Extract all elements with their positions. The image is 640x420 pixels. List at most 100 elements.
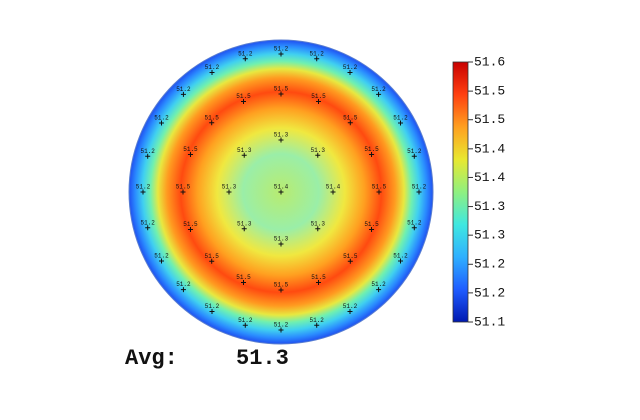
site-label: 51.3 [274, 236, 289, 243]
site-marker [316, 98, 322, 104]
site-label: 51.2 [154, 115, 169, 122]
site-marker [347, 309, 353, 315]
site-label: 51.5 [364, 146, 379, 153]
site-marker [314, 56, 320, 62]
site-marker [241, 226, 247, 232]
site-label: 51.5 [364, 221, 379, 228]
colorbar-tick-label: 51.5 [474, 112, 505, 127]
site-marker [240, 98, 246, 104]
site-marker [187, 227, 193, 233]
site-label: 51.4 [326, 184, 341, 191]
site-label: 51.5 [183, 146, 198, 153]
colorbar-tick-label: 51.2 [474, 257, 505, 272]
site-marker [278, 327, 284, 333]
site-label: 51.3 [237, 220, 252, 227]
site-label: 51.5 [343, 114, 358, 121]
site-label: 51.2 [140, 219, 155, 226]
site-label: 51.5 [205, 253, 220, 260]
site-label: 51.2 [154, 253, 169, 260]
site-marker [278, 241, 284, 247]
site-label: 51.2 [238, 50, 253, 57]
site-label: 51.2 [205, 64, 220, 71]
site-marker [347, 120, 353, 126]
site-label: 51.5 [205, 114, 220, 121]
site-label: 51.2 [343, 64, 358, 71]
site-marker [278, 137, 284, 143]
site-label: 51.5 [311, 274, 326, 281]
site-marker [398, 258, 404, 264]
site-marker [278, 287, 284, 293]
site-label: 51.3 [274, 132, 289, 139]
site-label: 51.2 [393, 253, 408, 260]
site-label: 51.5 [274, 282, 289, 289]
site-label: 51.5 [343, 253, 358, 260]
site-label: 51.5 [236, 274, 251, 281]
site-marker [241, 152, 247, 158]
site-marker [347, 69, 353, 75]
site-marker [240, 280, 246, 286]
site-marker [330, 189, 336, 195]
site-label: 51.2 [407, 219, 422, 226]
site-label: 51.5 [236, 93, 251, 100]
site-label: 51.2 [274, 322, 289, 329]
site-marker [315, 226, 321, 232]
site-marker [278, 91, 284, 97]
site-label: 51.2 [140, 148, 155, 155]
site-marker [347, 258, 353, 264]
site-marker [226, 189, 232, 195]
site-label: 51.3 [311, 220, 326, 227]
site-label: 51.2 [412, 184, 427, 191]
site-label: 51.2 [371, 281, 386, 288]
site-marker [209, 69, 215, 75]
colorbar-tick-label: 51.5 [474, 84, 505, 99]
site-label: 51.2 [205, 303, 220, 310]
site-label: 51.5 [311, 93, 326, 100]
site-marker [209, 120, 215, 126]
site-label: 51.2 [371, 86, 386, 93]
site-label: 51.2 [136, 184, 151, 191]
site-marker [316, 280, 322, 286]
site-label: 51.3 [222, 184, 237, 191]
site-label: 51.3 [311, 147, 326, 154]
site-label: 51.2 [343, 303, 358, 310]
site-marker [278, 51, 284, 57]
site-marker [180, 91, 186, 97]
site-label: 51.2 [310, 50, 325, 57]
site-marker [376, 287, 382, 293]
site-label: 51.5 [183, 221, 198, 228]
site-marker [180, 287, 186, 293]
site-marker [411, 153, 417, 159]
site-label: 51.3 [237, 147, 252, 154]
avg-label: Avg: [125, 346, 178, 371]
site-marker [416, 189, 422, 195]
site-label: 51.5 [274, 86, 289, 93]
site-label: 51.2 [238, 317, 253, 324]
site-label: 51.4 [274, 184, 289, 191]
site-marker [209, 309, 215, 315]
site-marker [209, 258, 215, 264]
colorbar-tick-label: 51.3 [474, 228, 505, 243]
site-marker [369, 227, 375, 233]
site-marker [242, 56, 248, 62]
site-marker [369, 151, 375, 157]
site-label: 51.2 [176, 281, 191, 288]
site-marker [315, 152, 321, 158]
site-marker [158, 258, 164, 264]
site-marker [376, 189, 382, 195]
site-label: 51.2 [393, 115, 408, 122]
colorbar-tick-label: 51.6 [474, 54, 505, 69]
colorbar-tick-label: 51.1 [474, 314, 505, 329]
site-marker [278, 189, 284, 195]
site-marker [145, 225, 151, 231]
site-marker [398, 120, 404, 126]
site-marker [376, 91, 382, 97]
colorbar-tick-label: 51.3 [474, 199, 505, 214]
site-label: 51.2 [407, 148, 422, 155]
site-marker [187, 151, 193, 157]
site-marker [158, 120, 164, 126]
site-label: 51.5 [176, 184, 191, 191]
colorbar-tick-label: 51.4 [474, 141, 505, 156]
site-label: 51.2 [274, 46, 289, 53]
site-marker [411, 225, 417, 231]
